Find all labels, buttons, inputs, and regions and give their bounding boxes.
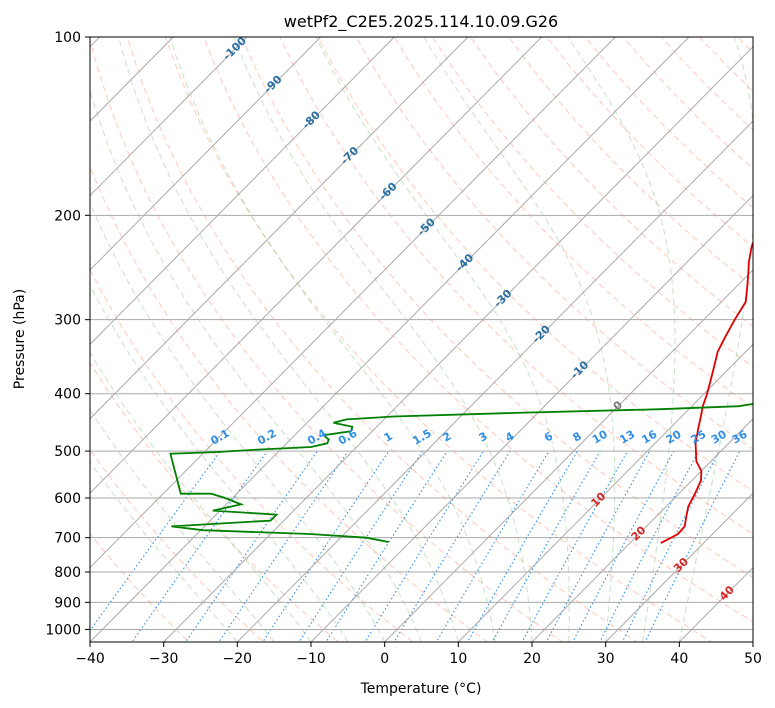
isotherm-line <box>384 269 753 642</box>
dry-adiabat <box>431 37 753 368</box>
dry-adiabat <box>469 37 753 328</box>
moist-adiabat <box>678 37 753 642</box>
dry-adiabat <box>393 37 753 409</box>
y-tick-label: 600 <box>54 491 81 507</box>
moist-adiabat <box>90 201 386 642</box>
moist-adiabat <box>567 37 676 642</box>
x-tick-label: 30 <box>597 651 615 667</box>
x-axis-label: Temperature (°C) <box>360 681 482 697</box>
y-tick-label: 500 <box>54 444 81 460</box>
isotherm-line <box>310 194 753 642</box>
moist-adiabat <box>169 37 496 642</box>
dry-adiabat <box>90 38 564 642</box>
dry-adiabat <box>241 37 753 579</box>
isotherm-line <box>90 37 395 346</box>
y-tick-label: 100 <box>54 30 81 46</box>
isotherm-line <box>90 37 690 642</box>
isotherm-line <box>90 37 321 271</box>
y-tick-label: 700 <box>54 531 81 547</box>
dry-adiabat <box>90 448 265 642</box>
y-tick-label: 400 <box>54 387 81 403</box>
moist-adiabat <box>423 37 616 642</box>
y-tick-label: 1000 <box>45 622 81 638</box>
moist-adiabat <box>90 461 238 642</box>
y-tick-label: 900 <box>54 595 81 611</box>
isotherm-line <box>531 418 753 642</box>
isotherm-line <box>236 120 753 642</box>
dry-adiabat <box>90 361 340 642</box>
isotherm-line <box>457 343 753 642</box>
moist-adiabat <box>90 88 422 642</box>
isotherm-line <box>90 37 542 494</box>
moist-adiabat <box>90 284 349 642</box>
y-tick-label: 800 <box>54 565 81 581</box>
isotherm-line <box>163 46 753 642</box>
x-tick-label: 10 <box>449 651 467 667</box>
chart-title: wetPf2_C2E5.2025.114.10.09.G26 <box>284 12 558 32</box>
dry-adiabat <box>164 37 713 642</box>
plot-frame <box>89 36 754 643</box>
isotherm-line <box>90 37 469 420</box>
x-tick-label: 50 <box>744 651 762 667</box>
y-tick-label: 200 <box>54 208 81 224</box>
y-tick-label: 300 <box>54 313 81 329</box>
isotherm-line <box>605 492 753 642</box>
dry-adiabat <box>126 37 638 642</box>
x-tick-label: −20 <box>223 651 253 667</box>
moist-adiabat <box>118 37 459 642</box>
isotherm-line <box>90 37 616 569</box>
x-tick-label: 40 <box>670 651 688 667</box>
dry-adiabat <box>90 268 414 642</box>
x-tick-label: −30 <box>149 651 179 667</box>
moist-adiabat <box>90 409 275 642</box>
x-tick-label: −10 <box>296 651 326 667</box>
temperature-profile-line <box>660 240 753 544</box>
x-tick-label: 20 <box>523 651 541 667</box>
dry-adiabat <box>90 532 190 642</box>
x-tick-label: −40 <box>75 651 105 667</box>
moist-adiabat <box>315 37 570 642</box>
y-axis-label: Pressure (hPa) <box>12 289 28 389</box>
x-tick-label: 0 <box>380 651 389 667</box>
dewpoint-profile-line <box>169 402 753 543</box>
dry-adiabat <box>90 164 489 642</box>
isotherm-line <box>90 37 248 197</box>
dry-adiabat <box>203 37 753 623</box>
moist-adiabat <box>233 37 533 642</box>
